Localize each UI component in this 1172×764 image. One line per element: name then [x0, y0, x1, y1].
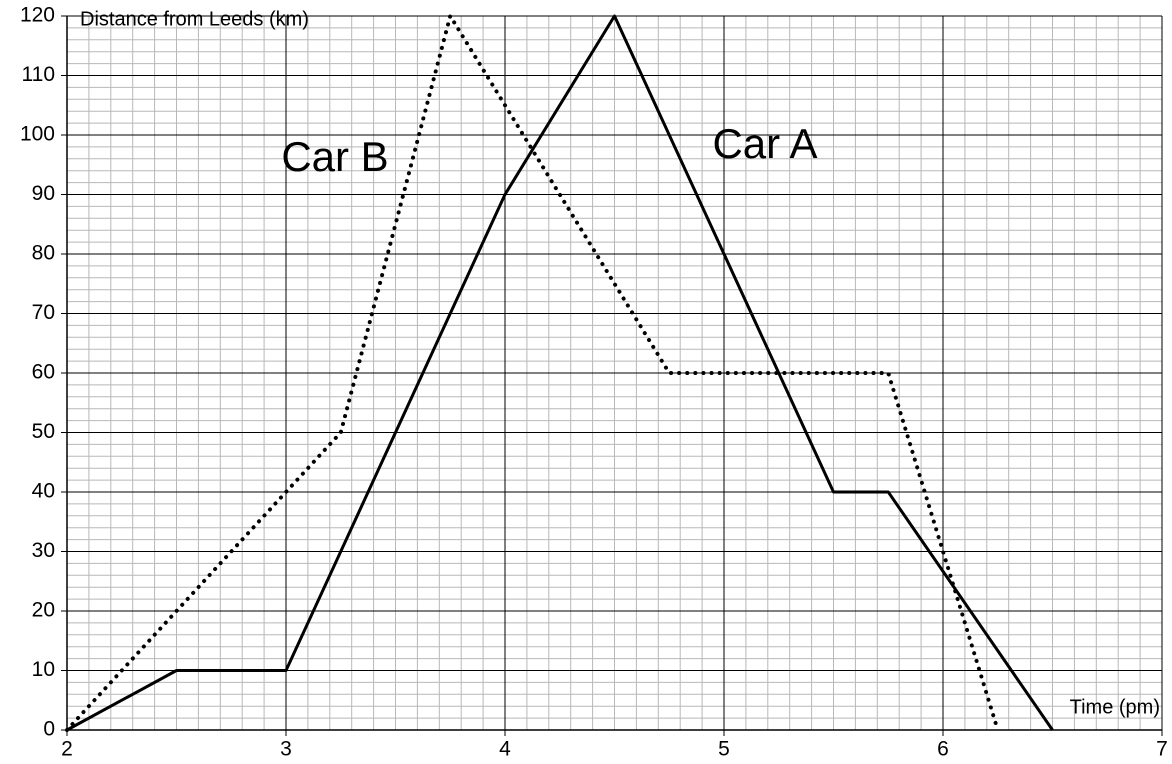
x-tick-label: 2: [61, 738, 73, 761]
y-tick-label: 10: [32, 658, 55, 681]
x-tick-label: 6: [937, 738, 949, 761]
series-label: Car A: [712, 120, 817, 167]
y-tick-label: 30: [32, 539, 55, 562]
x-tick-label: 3: [280, 738, 292, 761]
y-tick-label: 0: [43, 718, 55, 741]
y-tick-label: 120: [20, 4, 55, 27]
x-axis-label: Time (pm): [1070, 696, 1160, 718]
series-label: Car B: [281, 133, 388, 180]
lines: [65, 14, 1054, 732]
series-line: [66, 14, 1054, 732]
y-tick-label: 40: [32, 480, 55, 503]
x-tick-label: 4: [499, 738, 511, 761]
y-tick-label: 60: [32, 361, 55, 384]
y-tick-label: 90: [32, 182, 55, 205]
y-axis-label: Distance from Leeds (km): [80, 8, 309, 30]
major-grid: [61, 15, 1163, 736]
y-tick-label: 50: [32, 420, 55, 443]
y-tick-label: 70: [32, 301, 55, 324]
y-tick-label: 110: [22, 63, 55, 86]
x-tick-label: 5: [718, 738, 730, 761]
y-tick-label: 100: [20, 123, 55, 146]
labels: Distance from Leeds (km) Time (pm) 0 10 20…: [20, 4, 1168, 761]
series-line: [65, 14, 1000, 732]
y-tick-label: 20: [32, 599, 55, 622]
y-tick-label: 80: [32, 242, 55, 265]
x-tick-label: 7: [1156, 738, 1168, 761]
